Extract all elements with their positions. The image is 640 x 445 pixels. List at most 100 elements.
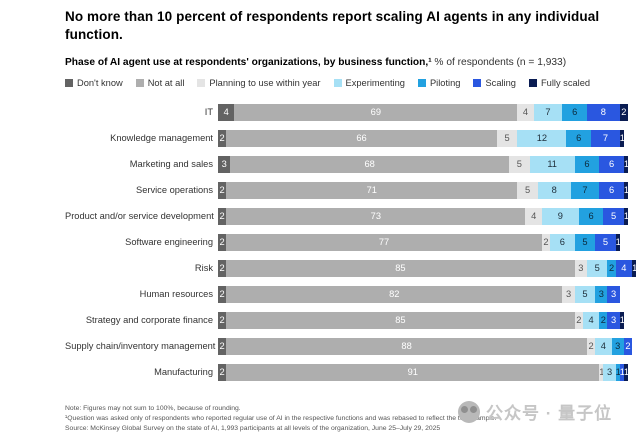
legend-swatch-scaling — [473, 78, 482, 87]
chart-row-supply-chain-inventory-management: Supply chain/inventory management 2 88 2 4 3 2 — [65, 337, 640, 355]
chart-subtitle: Phase of AI agent use at respondents' or… — [65, 57, 640, 68]
bar-segment-piloting: 3 — [611, 337, 624, 355]
legend-item-not-at-all: Not at all — [135, 78, 184, 88]
category-label: Software engineering — [125, 237, 213, 248]
legend-label: Scaling — [485, 77, 516, 88]
bar-segment-planning-to-use-within-year: 1 — [599, 363, 604, 381]
chart-row-strategy-and-corporate-finance: Strategy and corporate finance 2 85 2 4 2 3 1 — [65, 311, 640, 329]
bar-segment-scaling: 3 — [607, 285, 620, 303]
bar-segment-experimenting: 6 — [550, 233, 575, 251]
category-label: Risk — [194, 263, 213, 274]
chart-row-risk: Risk 2 85 3 5 2 4 1 — [65, 259, 640, 277]
bar-segment-don-t-know: 2 — [218, 129, 227, 147]
chart: IT 4 69 4 7 6 8 2 Knowledge management 2 66 5 12 6 7 1 M… — [65, 103, 640, 381]
legend-item-planning-to-use-within-year: Planning to use within year — [197, 78, 321, 88]
bar-segment-don-t-know: 3 — [218, 155, 231, 173]
bar: 2 91 1 3 1 1 1 — [218, 363, 628, 381]
category-label: IT — [204, 107, 213, 118]
bar-segment-don-t-know: 2 — [218, 285, 227, 303]
legend-swatch-fully-scaled — [528, 78, 537, 87]
bar-segment-planning-to-use-within-year: 5 — [517, 181, 538, 199]
legend-item-piloting: Piloting — [417, 78, 460, 88]
bar: 2 88 2 4 3 2 — [218, 337, 633, 355]
bar-segment-planning-to-use-within-year: 5 — [496, 129, 518, 147]
bar-segment-not-at-all: 66 — [226, 129, 497, 147]
bar-segment-piloting: 3 — [595, 285, 608, 303]
chart-title: No more than 10 percent of respondents r… — [65, 9, 600, 42]
bar-segment-not-at-all: 85 — [226, 259, 575, 277]
bar-segment-fully-scaled: 2 — [619, 103, 628, 121]
bar-segment-planning-to-use-within-year: 3 — [562, 285, 575, 303]
bar: 2 85 2 4 2 3 1 — [218, 311, 624, 329]
bar-segment-don-t-know: 2 — [218, 337, 227, 355]
legend-swatch-don-t-know — [65, 78, 73, 87]
legend-swatch-not-at-all — [135, 78, 144, 87]
legend-label: Fully scaled — [540, 77, 591, 88]
bar-segment-scaling: 6 — [599, 155, 624, 173]
bar-segment-scaling: 7 — [591, 129, 620, 147]
footer-notes: Note: Figures may not sum to 100%, becau… — [65, 404, 496, 435]
footer-footnote: ¹Question was asked only of respondents … — [65, 415, 497, 423]
bar-segment-piloting: 7 — [570, 181, 600, 199]
bar-segment-piloting: 6 — [566, 129, 592, 147]
bar-segment-fully-scaled: 1 — [619, 311, 624, 329]
bar-segment-experimenting: 11 — [529, 155, 575, 173]
category-label: Manufacturing — [154, 367, 213, 378]
category-label: Human resources — [139, 289, 213, 300]
bar-segment-don-t-know: 2 — [218, 207, 227, 225]
bar-segment-scaling: 1 — [619, 363, 624, 381]
chart-row-manufacturing: Manufacturing 2 91 1 3 1 1 1 — [65, 363, 640, 381]
category-label: Service operations — [136, 185, 213, 196]
bar-segment-experimenting: 5 — [586, 259, 608, 277]
bar-segment-scaling: 6 — [599, 181, 624, 199]
bar: 2 85 3 5 2 4 1 — [218, 259, 637, 277]
legend: Don't know Not at all Planning to use with… — [65, 78, 640, 88]
category-label: Marketing and sales — [129, 159, 213, 170]
bar-segment-don-t-know: 2 — [218, 363, 227, 381]
bar-segment-piloting: 6 — [562, 103, 587, 121]
bar: 2 77 2 6 5 5 1 — [218, 233, 620, 251]
bar-segment-don-t-know: 2 — [218, 311, 227, 329]
legend-item-experimenting: Experimenting — [333, 77, 405, 88]
bar-segment-scaling: 5 — [603, 207, 624, 225]
bar-segment-piloting: 6 — [574, 155, 600, 173]
bar-segment-don-t-know: 2 — [218, 233, 227, 251]
bar-segment-planning-to-use-within-year: 2 — [574, 311, 583, 329]
bar-segment-not-at-all: 77 — [226, 233, 542, 251]
chart-row-software-engineering: Software engineering 2 77 2 6 5 5 1 — [65, 233, 640, 251]
chart-row-it: IT 4 69 4 7 6 8 2 — [65, 103, 640, 121]
category-label: Knowledge management — [110, 133, 213, 144]
bar-segment-piloting: 2 — [599, 311, 608, 329]
bar: 2 73 4 9 6 5 1 — [218, 207, 628, 225]
exhibit-content: No more than 10 percent of respondents r… — [65, 9, 640, 381]
bar-segment-don-t-know: 2 — [218, 259, 227, 277]
bar-segment-not-at-all: 73 — [226, 207, 526, 225]
category-label: Product and/or service development — [65, 211, 214, 222]
bar-segment-experimenting: 12 — [517, 129, 567, 147]
bar-segment-scaling: 4 — [615, 259, 633, 277]
bar-segment-fully-scaled: 1 — [615, 233, 620, 251]
legend-label: Experimenting — [345, 77, 405, 88]
footer-source: Source: McKinsey Global Survey on the st… — [65, 425, 441, 433]
bar-segment-not-at-all: 68 — [230, 155, 510, 173]
bar-segment-not-at-all: 71 — [226, 181, 518, 199]
bar-segment-experimenting: 8 — [537, 181, 571, 199]
legend-swatch-planning-to-use-within-year — [197, 78, 206, 87]
bar-segment-scaling: 3 — [607, 311, 620, 329]
chart-row-knowledge-management: Knowledge management 2 66 5 12 6 7 1 — [65, 129, 640, 147]
bar-segment-not-at-all: 85 — [226, 311, 575, 329]
chart-subtitle-rest: % of respondents (n = 1,933) — [431, 56, 567, 68]
bar-segment-scaling: 8 — [586, 103, 620, 121]
bar-segment-fully-scaled: 1 — [623, 363, 628, 381]
bar-segment-experimenting: 9 — [541, 207, 579, 225]
bar-segment-don-t-know: 2 — [218, 181, 227, 199]
bar-segment-planning-to-use-within-year: 4 — [517, 103, 534, 121]
bar-segment-planning-to-use-within-year: 4 — [525, 207, 542, 225]
bar: 4 69 4 7 6 8 2 — [218, 103, 628, 121]
bar-segment-experimenting: 7 — [533, 103, 563, 121]
bar-segment-not-at-all: 69 — [234, 103, 518, 121]
bar: 2 66 5 12 6 7 1 — [218, 129, 624, 147]
bar: 2 71 5 8 7 6 1 — [218, 181, 628, 199]
category-label: Supply chain/inventory management — [65, 341, 216, 352]
